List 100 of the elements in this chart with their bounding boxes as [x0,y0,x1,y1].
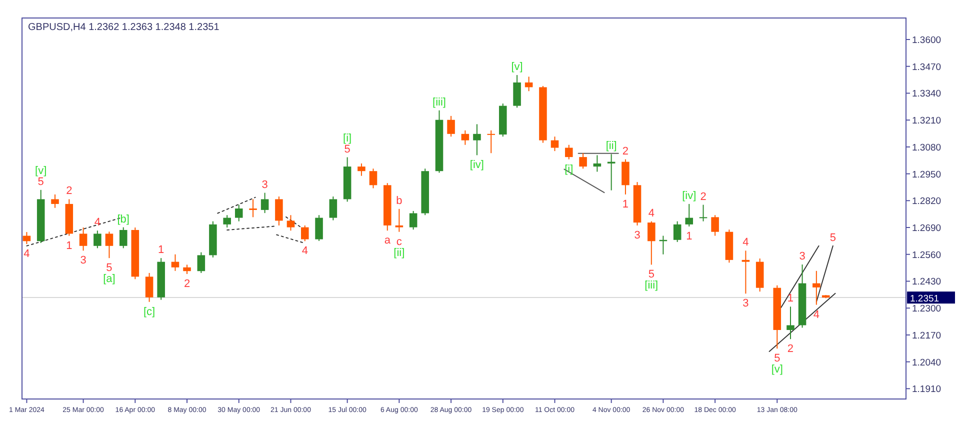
annotation: 4 [24,248,30,260]
candlestick [51,194,59,208]
annotation: 4 [302,245,308,258]
candlestick [275,196,283,226]
y-tick-label: 1.3210 [912,116,942,127]
candlestick [487,130,495,154]
candlestick [105,231,114,259]
candlestick [742,250,750,294]
annotation: [iv] [682,190,696,202]
annotation: 2 [66,185,72,198]
annotation: [a] [103,273,116,286]
y-tick-label: 1.3080 [912,142,942,154]
candlestick [565,144,573,160]
candlestick [593,154,602,172]
annotation: 5 [648,268,654,281]
annotation: 4 [813,308,820,321]
candlestick [358,162,366,176]
annotation: [ii] [606,140,617,152]
annotation: 2 [184,278,190,290]
annotation: 3 [634,229,640,242]
annotation: b [396,194,402,207]
candlestick [223,214,231,228]
candlestick [513,74,521,108]
annotation: [b] [117,213,130,226]
y-tick-label: 1.2040 [912,357,942,368]
candlestick [812,270,820,306]
annotation: 5 [38,176,44,188]
annotation: 5 [106,262,112,274]
candlestick [447,115,455,138]
candlestick [711,214,719,236]
candlestick [579,152,587,170]
candlestick [473,124,481,156]
annotation: [i] [343,132,352,144]
ref-line-label: 1.2351 [910,294,940,305]
annotation: 1 [66,240,72,252]
candlestick [94,230,102,249]
annotation: [v] [35,164,47,177]
candlestick [119,226,128,249]
annotation: 1 [158,244,164,256]
annotation: 3 [799,250,806,262]
annotation: 1 [622,198,629,210]
candlestick [550,136,559,152]
candlestick [183,264,191,274]
candlestick [22,232,31,245]
annotation: [iii] [432,96,446,108]
candlestick [315,214,323,242]
candlestick [369,168,378,189]
annotation: [iv] [470,159,484,172]
annotation: 5 [830,232,836,244]
candlestick [329,196,338,221]
y-tick-label: 1.2690 [912,223,942,234]
y-tick-label: 1.2820 [912,196,942,208]
annotation: 2 [787,343,794,356]
candlestick [461,130,470,146]
candlestick [249,198,257,218]
candlestick [786,306,794,340]
annotation: 1 [686,230,692,242]
y-tick-label: 1.2560 [912,250,942,261]
candlestick [234,204,243,222]
chart-title: GBPUSD,H4 1.2362 1.2363 1.2348 1.2351 [28,22,220,33]
y-tick-label: 1.3470 [912,62,942,73]
y-tick-label: 1.1910 [912,384,942,396]
candlestick [300,224,309,242]
y-tick-label: 1.2300 [912,304,942,315]
annotation: [c] [143,306,156,318]
annotation: 4 [648,207,654,220]
candlestick [673,220,682,242]
candlestick [171,254,180,272]
candlestick [260,192,269,214]
y-tick-label: 1.2430 [912,276,942,288]
annotation: 2 [700,190,706,203]
annotation: [ii] [394,246,405,259]
candlestick [648,220,656,266]
candlestick [622,158,630,195]
annotation: a [384,234,392,247]
candlestick [685,203,694,227]
annotation: 5 [774,352,780,365]
annotation: 2 [622,145,629,158]
annotation: 5 [344,143,350,156]
candlestick [409,210,418,230]
candlestick [395,208,404,232]
candlestick [79,227,88,252]
annotation: 3 [80,254,86,267]
annotation: [v] [771,364,783,376]
y-tick-label: 1.3340 [912,88,942,100]
annotation: c [396,236,402,248]
annotation: 3 [742,298,749,310]
annotation: 3 [262,178,268,191]
candlestick [699,204,708,222]
y-tick-label: 1.2950 [912,169,942,180]
candlestick [286,214,295,232]
y-tick-label: 1.3600 [912,34,942,46]
annotation: [iii] [644,280,658,292]
candlestick [197,252,206,274]
annotation: 1 [787,292,794,305]
annotation: 4 [742,236,749,249]
candlestick [524,76,533,92]
annotation: [v] [511,61,523,74]
candlestick [145,272,154,302]
y-tick-label: 1.2170 [912,330,942,342]
